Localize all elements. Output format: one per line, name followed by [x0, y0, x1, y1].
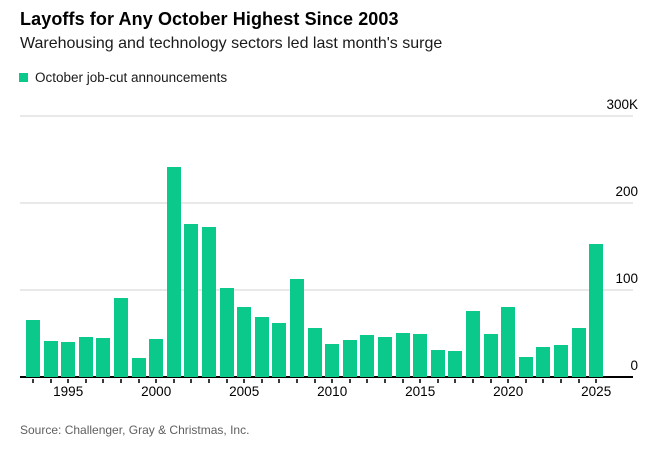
bar-1995 — [61, 342, 76, 377]
bar-2020 — [501, 306, 516, 377]
bar-2013 — [378, 337, 392, 377]
x-tick-2000 — [155, 379, 158, 383]
x-tick-1998 — [120, 379, 122, 383]
plot-area — [20, 115, 633, 383]
bar-2014 — [395, 332, 410, 377]
bar-1993 — [26, 319, 40, 377]
bar-2012 — [360, 335, 375, 377]
x-tick-2016 — [436, 379, 439, 383]
bar-1997 — [96, 337, 111, 377]
bar-2008 — [290, 278, 304, 377]
x-tick-2012 — [366, 379, 369, 383]
legend-label: October job-cut announcements — [35, 70, 228, 85]
x-axis-label-2025: 2025 — [581, 384, 612, 399]
bar-1998 — [114, 297, 128, 377]
x-tick-2010 — [331, 379, 334, 383]
y-axis-label-0: 0 — [630, 358, 638, 373]
x-tick-2015 — [419, 379, 422, 383]
gridline-200 — [20, 202, 633, 204]
bar-1994 — [43, 341, 58, 377]
x-tick-2014 — [401, 379, 404, 383]
x-tick-2011 — [348, 379, 351, 383]
x-axis-label-1995: 1995 — [53, 384, 84, 399]
x-axis-label-2005: 2005 — [229, 384, 260, 399]
x-tick-1993 — [32, 379, 34, 383]
y-axis-label-100: 100 — [615, 271, 638, 286]
bar-2011 — [342, 339, 357, 377]
bar-2006 — [254, 317, 269, 377]
x-tick-2017 — [454, 379, 457, 383]
x-tick-2009 — [313, 379, 316, 383]
x-tick-2006 — [260, 379, 263, 383]
x-tick-2005 — [243, 379, 246, 383]
x-tick-2020 — [507, 379, 510, 383]
bar-2015 — [413, 333, 428, 377]
x-axis-label-2015: 2015 — [405, 384, 436, 399]
y-axis-label-300K: 300K — [606, 97, 638, 112]
chart-title: Layoffs for Any October Highest Since 20… — [20, 9, 399, 29]
x-tick-2002 — [190, 379, 193, 383]
bar-2025 — [589, 243, 604, 377]
x-tick-2001 — [172, 379, 175, 383]
gridline-300 — [20, 115, 633, 117]
bar-1996 — [78, 337, 93, 377]
x-tick-2021 — [524, 379, 527, 383]
x-tick-2018 — [472, 379, 474, 383]
x-tick-2013 — [384, 379, 386, 383]
legend-swatch-icon — [19, 73, 28, 82]
bar-2010 — [325, 343, 340, 377]
bar-2002 — [184, 223, 199, 377]
bar-2021 — [518, 357, 533, 377]
legend: October job-cut announcements — [19, 70, 227, 85]
x-tick-1997 — [102, 379, 105, 383]
x-axis-line — [20, 376, 633, 378]
bar-2003 — [202, 227, 216, 377]
x-tick-2019 — [489, 379, 492, 383]
bar-2016 — [430, 350, 445, 377]
x-tick-2022 — [542, 379, 545, 383]
bar-2019 — [483, 333, 498, 377]
x-axis-label-2020: 2020 — [493, 384, 524, 399]
x-tick-2003 — [208, 379, 210, 383]
bar-2005 — [237, 306, 252, 377]
x-axis-label-2000: 2000 — [141, 384, 172, 399]
bar-2018 — [466, 310, 480, 377]
x-tick-1994 — [49, 379, 52, 383]
x-tick-2007 — [278, 379, 281, 383]
bar-2009 — [307, 328, 322, 377]
bar-2023 — [554, 344, 568, 377]
x-tick-2004 — [225, 379, 228, 383]
x-axis-label-2010: 2010 — [317, 384, 348, 399]
bar-2024 — [571, 328, 586, 377]
x-tick-1996 — [84, 379, 87, 383]
x-tick-1995 — [67, 379, 70, 383]
y-axis-label-200: 200 — [615, 184, 638, 199]
x-tick-2024 — [577, 379, 580, 383]
x-tick-2008 — [296, 379, 298, 383]
source-note: Source: Challenger, Gray & Christmas, In… — [20, 423, 250, 437]
x-tick-1999 — [137, 379, 140, 383]
bar-1999 — [131, 357, 146, 377]
bar-2007 — [272, 323, 287, 377]
bar-2017 — [448, 350, 463, 377]
x-tick-2025 — [595, 379, 598, 383]
chart-subtitle: Warehousing and technology sectors led l… — [20, 35, 443, 52]
bar-2000 — [149, 338, 164, 377]
bar-2001 — [166, 166, 181, 377]
gridline-100 — [20, 289, 633, 291]
bar-2004 — [219, 288, 234, 377]
x-tick-2023 — [560, 379, 562, 383]
bar-2022 — [536, 347, 551, 377]
